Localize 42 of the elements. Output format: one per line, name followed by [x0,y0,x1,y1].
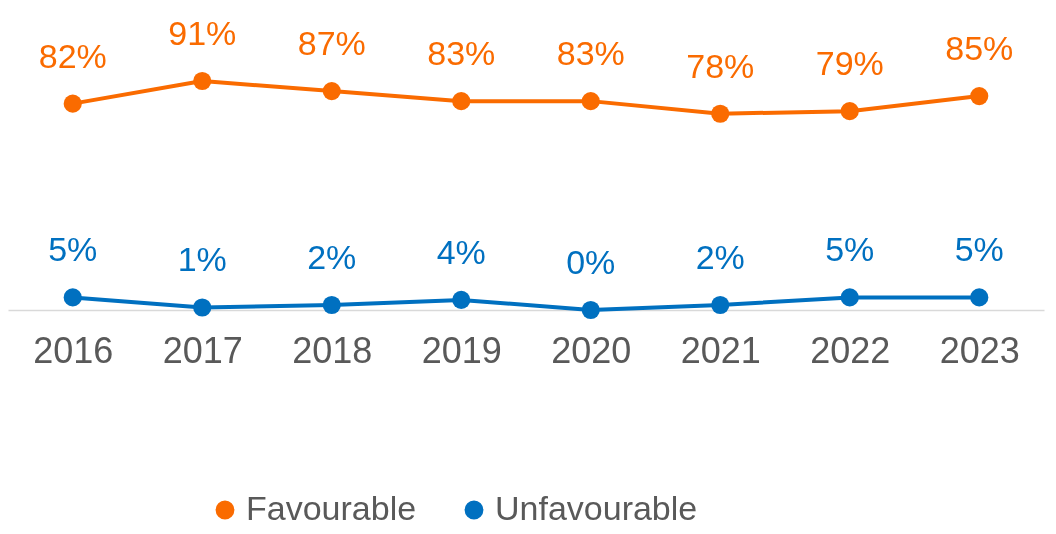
data-label: 5% [825,230,875,269]
x-tick-label: 2019 [421,329,502,371]
point [711,295,730,315]
x-tick-label: 2017 [162,329,243,371]
point [452,290,471,309]
point [322,295,341,315]
data-label: 91% [168,14,237,52]
point [840,102,859,121]
legend-label: Unfavourable [495,489,698,527]
data-label: 78% [686,46,755,85]
point [970,288,989,307]
point [193,298,212,317]
point [711,104,730,123]
data-label: 79% [815,44,884,83]
x-tick-label: 2021 [680,329,761,371]
x-tick-label: 2020 [551,329,632,371]
point [970,87,989,106]
data-label: 83% [556,34,625,73]
point [840,288,859,307]
x-tick-label: 2018 [292,329,373,371]
point [322,82,341,101]
data-label: 1% [177,240,227,279]
data-label: 85% [945,29,1014,68]
data-label: 0% [566,243,616,281]
data-label: 5% [954,230,1004,269]
data-label: 87% [297,24,366,63]
point [63,94,82,113]
point [193,71,212,91]
data-label: 4% [436,232,486,271]
x-tick-label: 2023 [939,329,1020,371]
data-label: 82% [38,36,107,75]
data-label: 2% [695,237,745,276]
x-tick-label: 2016 [33,329,114,371]
data-label: 2% [307,237,357,276]
legend-label: Favourable [246,489,417,527]
point [581,300,600,320]
point [452,92,471,111]
point [63,288,82,307]
data-label: 5% [48,230,98,269]
x-tick-label: 2022 [810,329,891,371]
point [581,92,600,111]
data-label: 83% [427,34,496,73]
